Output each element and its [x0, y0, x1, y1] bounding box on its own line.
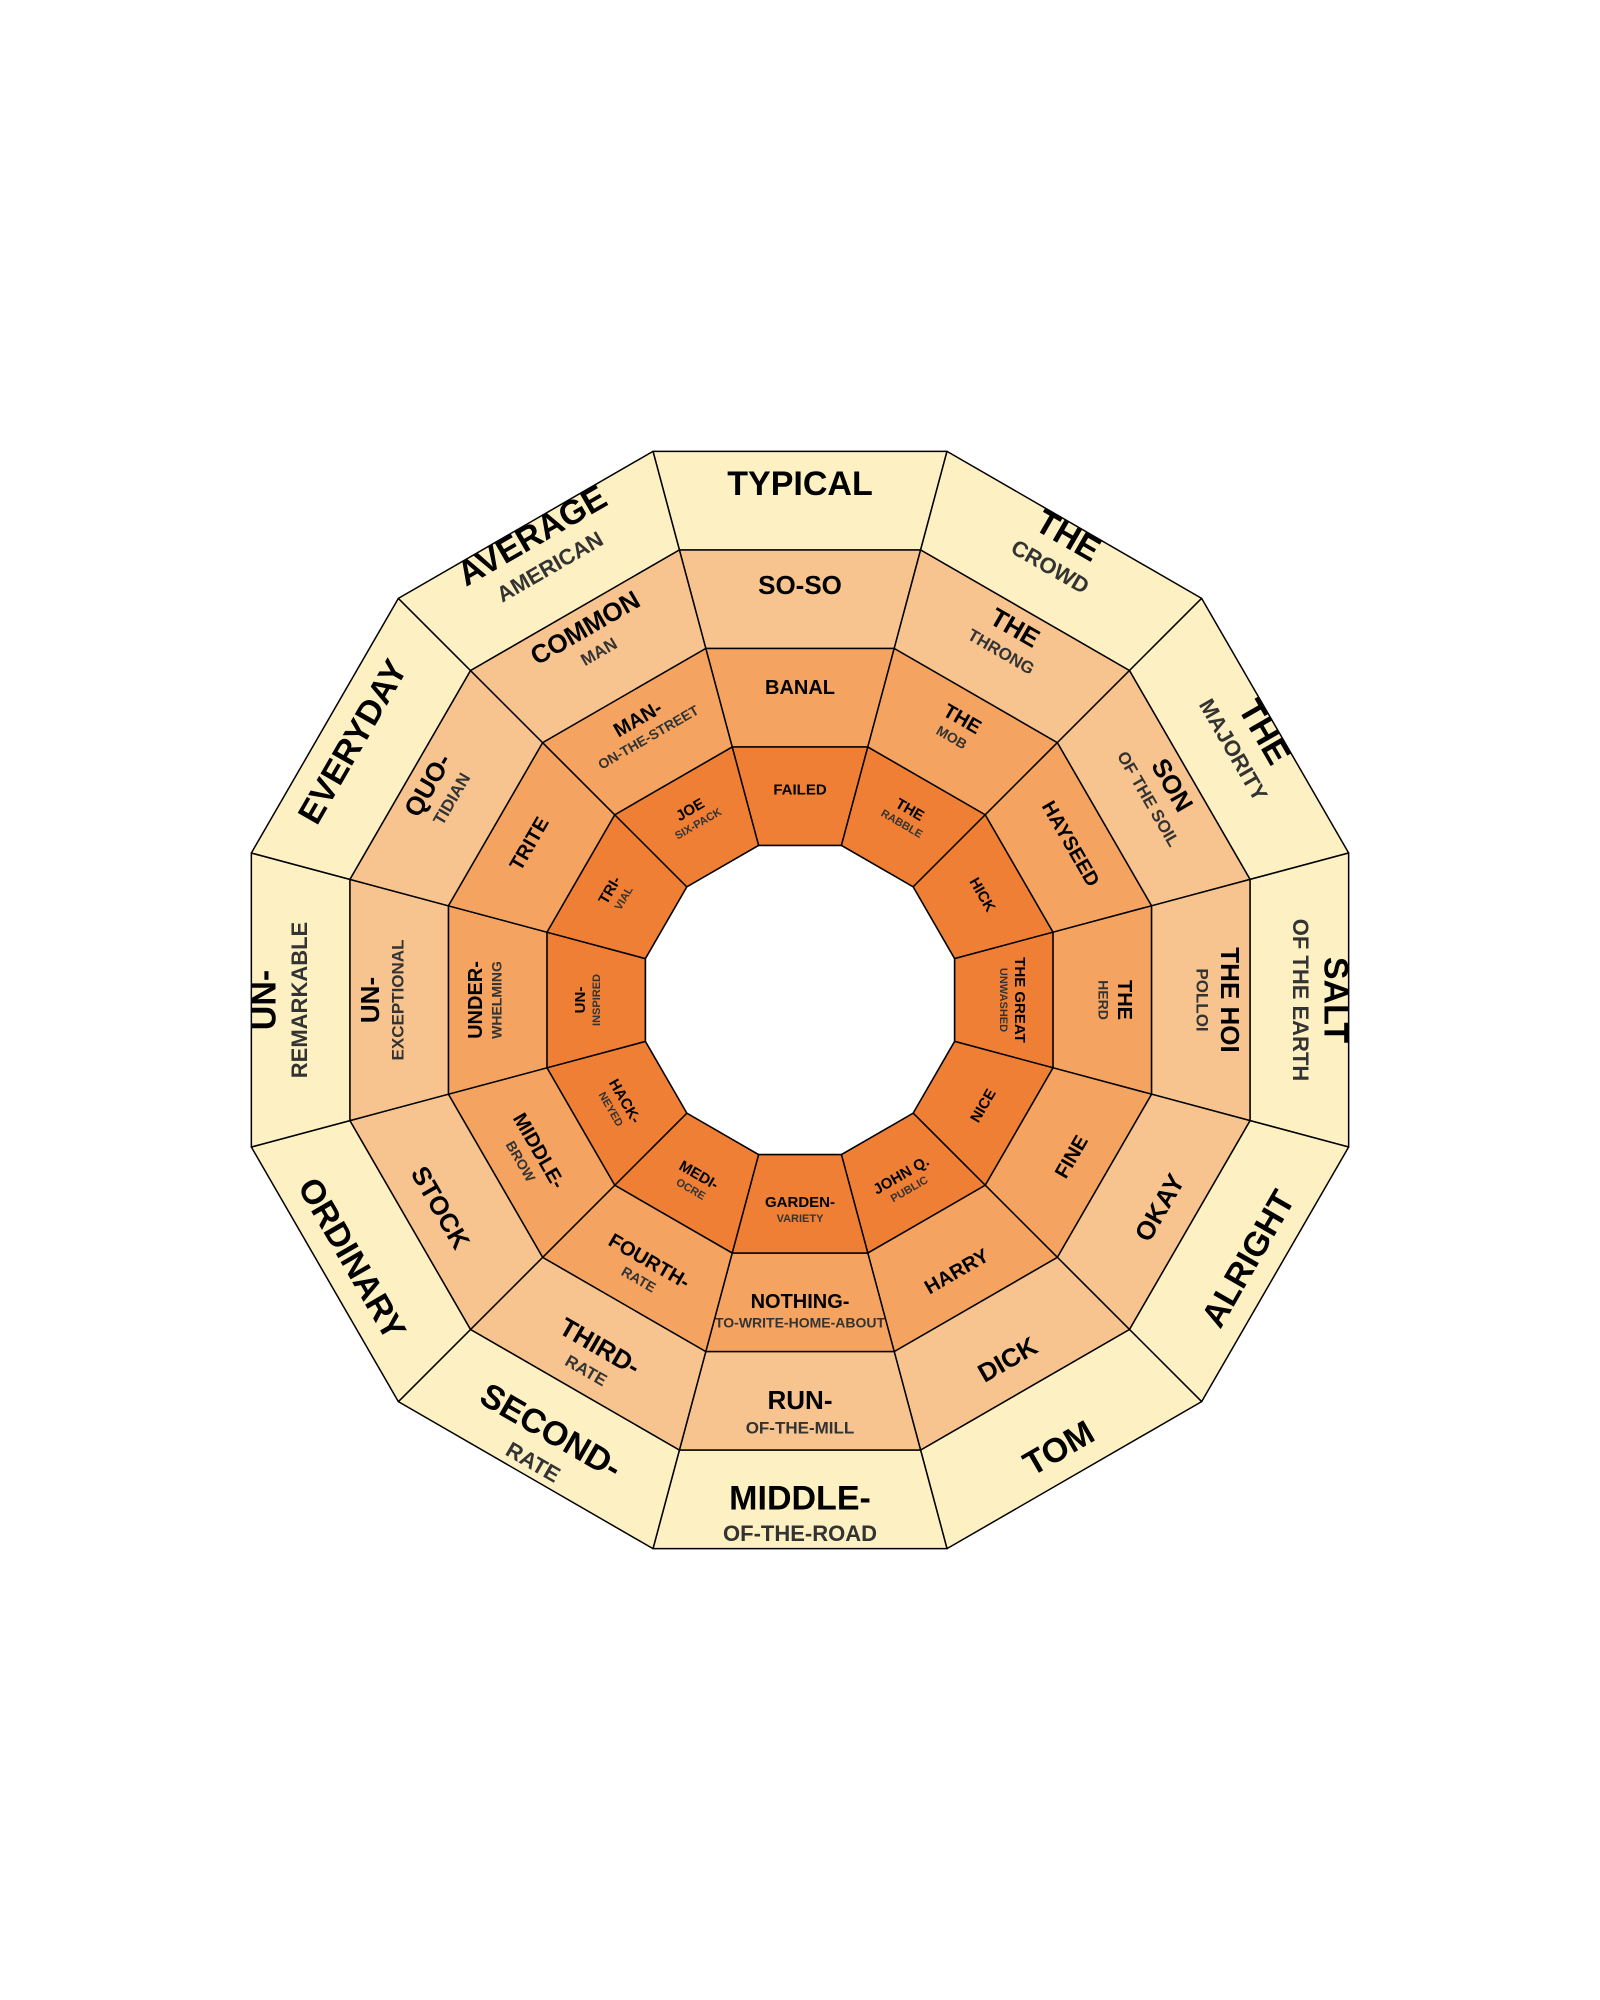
wheel-label: SO-SO — [758, 570, 842, 600]
wheel-label-main: THE — [1113, 980, 1135, 1020]
wheel-label-main: SO-SO — [758, 570, 842, 600]
wheel-label-sub: UNWASHED — [997, 968, 1009, 1032]
wheel-label: THEHERD — [1096, 980, 1135, 1020]
wheel-label-main: NOTHING- — [751, 1291, 850, 1313]
wheel-label-main: TYPICAL — [727, 465, 872, 503]
wheel-label-main: FAILED — [773, 781, 827, 798]
wheel-label-main: UN- — [355, 977, 385, 1023]
wheel-label-sub: EXCEPTIONAL — [389, 940, 408, 1061]
wheel-label-main: RUN- — [768, 1385, 833, 1415]
wheel-label: FAILED — [773, 781, 827, 798]
wheel-label-sub: OF-THE-ROAD — [723, 1521, 877, 1546]
wheel-label-main: MIDDLE- — [729, 1479, 871, 1517]
wheel-label-sub: OF-THE-MILL — [746, 1419, 855, 1438]
wheel-label-sub: TO-WRITE-HOME-ABOUT — [715, 1315, 885, 1331]
wheel-label-sub: OF THE EARTH — [1288, 919, 1313, 1082]
wheel-label-sub: POLLOI — [1192, 968, 1211, 1031]
wheel-label-main: GARDEN- — [765, 1194, 835, 1211]
wheel-label-sub: WHELMING — [489, 961, 505, 1039]
wheel-label-main: THE GREAT — [1011, 957, 1028, 1043]
wheel-label-sub: HERD — [1096, 980, 1112, 1020]
wheel-label-sub: VARIETY — [777, 1213, 825, 1225]
wheel-label: BANAL — [765, 677, 835, 699]
wheel-label: UNDER-WHELMING — [465, 961, 504, 1039]
wheel-label-main: THE HOI — [1215, 947, 1245, 1052]
wheel-label-main: UN- — [245, 970, 283, 1030]
wheel-label-sub: REMARKABLE — [287, 922, 312, 1078]
wheel-label: TYPICAL — [727, 465, 872, 503]
wheel-label: THE GREATUNWASHED — [997, 957, 1028, 1043]
synonym-wheel: FAILEDBANALSO-SOTYPICALTHERABBLETHEMOBTH… — [0, 0, 1600, 2000]
wheel-label-main: UNDER- — [465, 961, 487, 1039]
wheel-center-hole — [645, 845, 954, 1154]
wheel-label-sub: INSPIRED — [591, 974, 603, 1026]
wheel-label: MIDDLE- OF-THE-ROAD — [723, 1479, 877, 1546]
wheel-label-main: BANAL — [765, 677, 835, 699]
wheel-label-main: SALT — [1317, 957, 1355, 1043]
wheel-label-main: UN- — [572, 987, 589, 1014]
